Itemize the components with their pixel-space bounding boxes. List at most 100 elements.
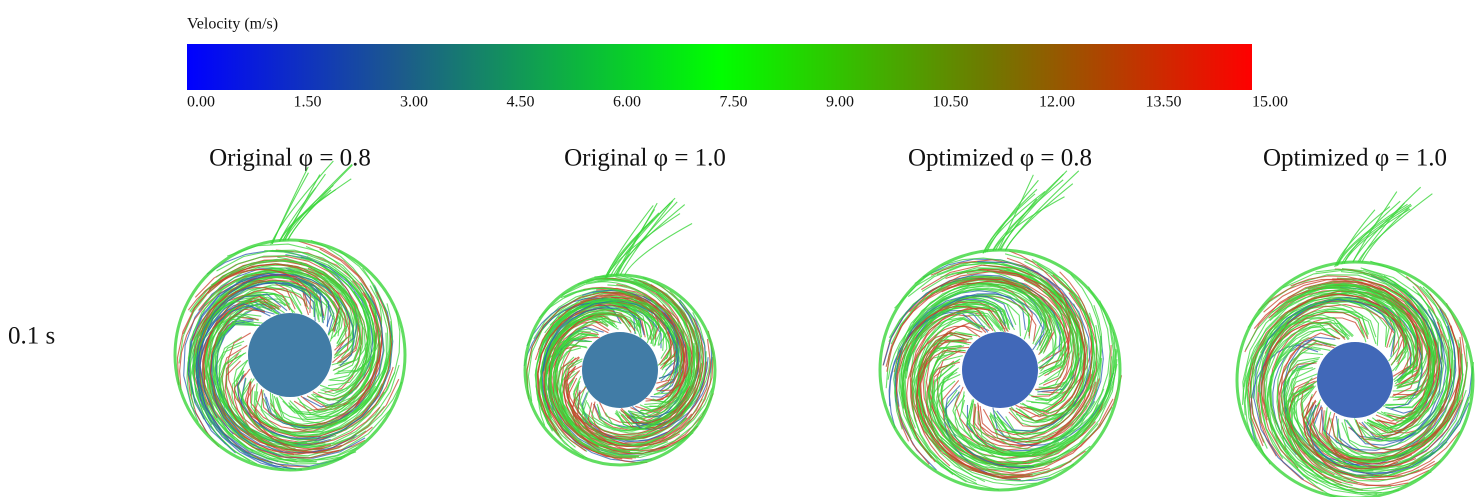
streamline [615, 276, 699, 422]
streamline [264, 249, 381, 421]
streamline [888, 275, 1052, 349]
streamline [1305, 283, 1408, 361]
streamline [187, 272, 330, 454]
streamline [1309, 406, 1409, 487]
panel-title: Original φ = 1.0 [564, 145, 726, 172]
streamline [571, 391, 698, 454]
streamline [537, 304, 645, 432]
volute-outline [523, 273, 717, 467]
streamline [1260, 300, 1412, 421]
outlet-streamline [1357, 193, 1433, 263]
streamline [227, 243, 381, 407]
streamline [1245, 286, 1406, 366]
streamline [596, 346, 692, 429]
streamline [957, 282, 1057, 369]
streamline [210, 266, 318, 318]
streamline [534, 301, 649, 459]
streamline [1253, 298, 1396, 481]
streamline [893, 282, 1053, 440]
streamline [979, 356, 1093, 440]
streamline [189, 281, 302, 420]
streamline [195, 282, 316, 387]
outlet-streamline [1352, 186, 1422, 263]
streamline [1349, 275, 1447, 446]
streamline [203, 288, 310, 380]
colorbar-tick-label: 15.00 [1252, 94, 1288, 111]
streamline [253, 383, 383, 436]
outlet-streamline [982, 188, 1038, 254]
colorbar-title: Velocity (m/s) [187, 16, 278, 33]
streamline [534, 296, 672, 370]
streamline [1312, 347, 1462, 465]
streamline [1280, 367, 1323, 474]
streamline [190, 258, 361, 372]
streamline [542, 300, 679, 392]
streamline [916, 331, 1033, 477]
impeller-hub [248, 313, 332, 397]
colorbar-tick-label: 7.50 [720, 94, 748, 111]
streamline [227, 273, 355, 367]
colorbar-tick-label: 1.50 [294, 94, 322, 111]
streamline [1325, 417, 1417, 468]
panel: Optimized φ = 0.8 [878, 145, 1123, 492]
streamline [1264, 311, 1377, 487]
outlet-streamline [997, 174, 1034, 251]
outlet-streamline [1337, 203, 1412, 266]
streamline [977, 274, 1097, 444]
streamline [526, 297, 636, 347]
outlet-streamline [992, 179, 1064, 251]
streamline [197, 275, 341, 344]
streamline [548, 332, 687, 458]
streamline [901, 304, 1005, 491]
streamline [1341, 267, 1443, 420]
colorbar-tick-label: 3.00 [400, 94, 428, 111]
colorbar-tick-label: 12.00 [1039, 94, 1075, 111]
panel: Original φ = 1.0 [523, 145, 726, 467]
colorbar-ticks: 0.00 1.50 3.00 4.50 6.00 7.50 9.00 10.50 12.00 13… [187, 94, 1288, 111]
streamline [917, 318, 1070, 471]
streamline [317, 264, 371, 397]
panel-title: Optimized φ = 1.0 [1263, 145, 1447, 172]
streamline [572, 386, 648, 464]
outlet-streamline [270, 160, 334, 245]
streamline [563, 365, 640, 451]
streamline [263, 283, 384, 429]
streamline [1261, 311, 1369, 469]
streamline [299, 255, 376, 413]
streamline [1372, 289, 1423, 390]
streamline [581, 387, 713, 447]
streamline [1295, 380, 1429, 473]
outlet-streamline [616, 202, 658, 276]
streamline [936, 262, 1080, 389]
streamline [909, 307, 1031, 478]
streamline [285, 254, 374, 408]
panels: Original φ = 0.8 Original φ = 1.0 Optimize… [173, 145, 1475, 497]
outlet-streamline [1335, 203, 1408, 267]
streamline [556, 317, 655, 441]
streamline [1363, 260, 1454, 439]
streamline [549, 309, 655, 434]
streamline [931, 359, 1118, 468]
streamline [1286, 373, 1420, 482]
streamline [586, 300, 691, 432]
streamline [620, 297, 685, 419]
streamlines [523, 197, 717, 467]
panel-title: Optimized φ = 0.8 [908, 145, 1092, 172]
streamline [583, 300, 668, 359]
streamline [197, 293, 343, 467]
streamline [604, 339, 695, 430]
streamline [560, 358, 668, 452]
streamline [566, 357, 691, 436]
streamline [216, 249, 376, 401]
streamline [597, 405, 687, 434]
streamline [940, 371, 1086, 455]
streamline [209, 308, 332, 451]
streamline [191, 286, 291, 341]
panel-title: Original φ = 0.8 [209, 145, 371, 172]
streamline [1280, 332, 1413, 470]
streamline [904, 303, 1005, 414]
volute-outline [1235, 260, 1475, 497]
streamline [1018, 312, 1098, 422]
streamline [1305, 287, 1396, 348]
streamline [1029, 258, 1094, 414]
